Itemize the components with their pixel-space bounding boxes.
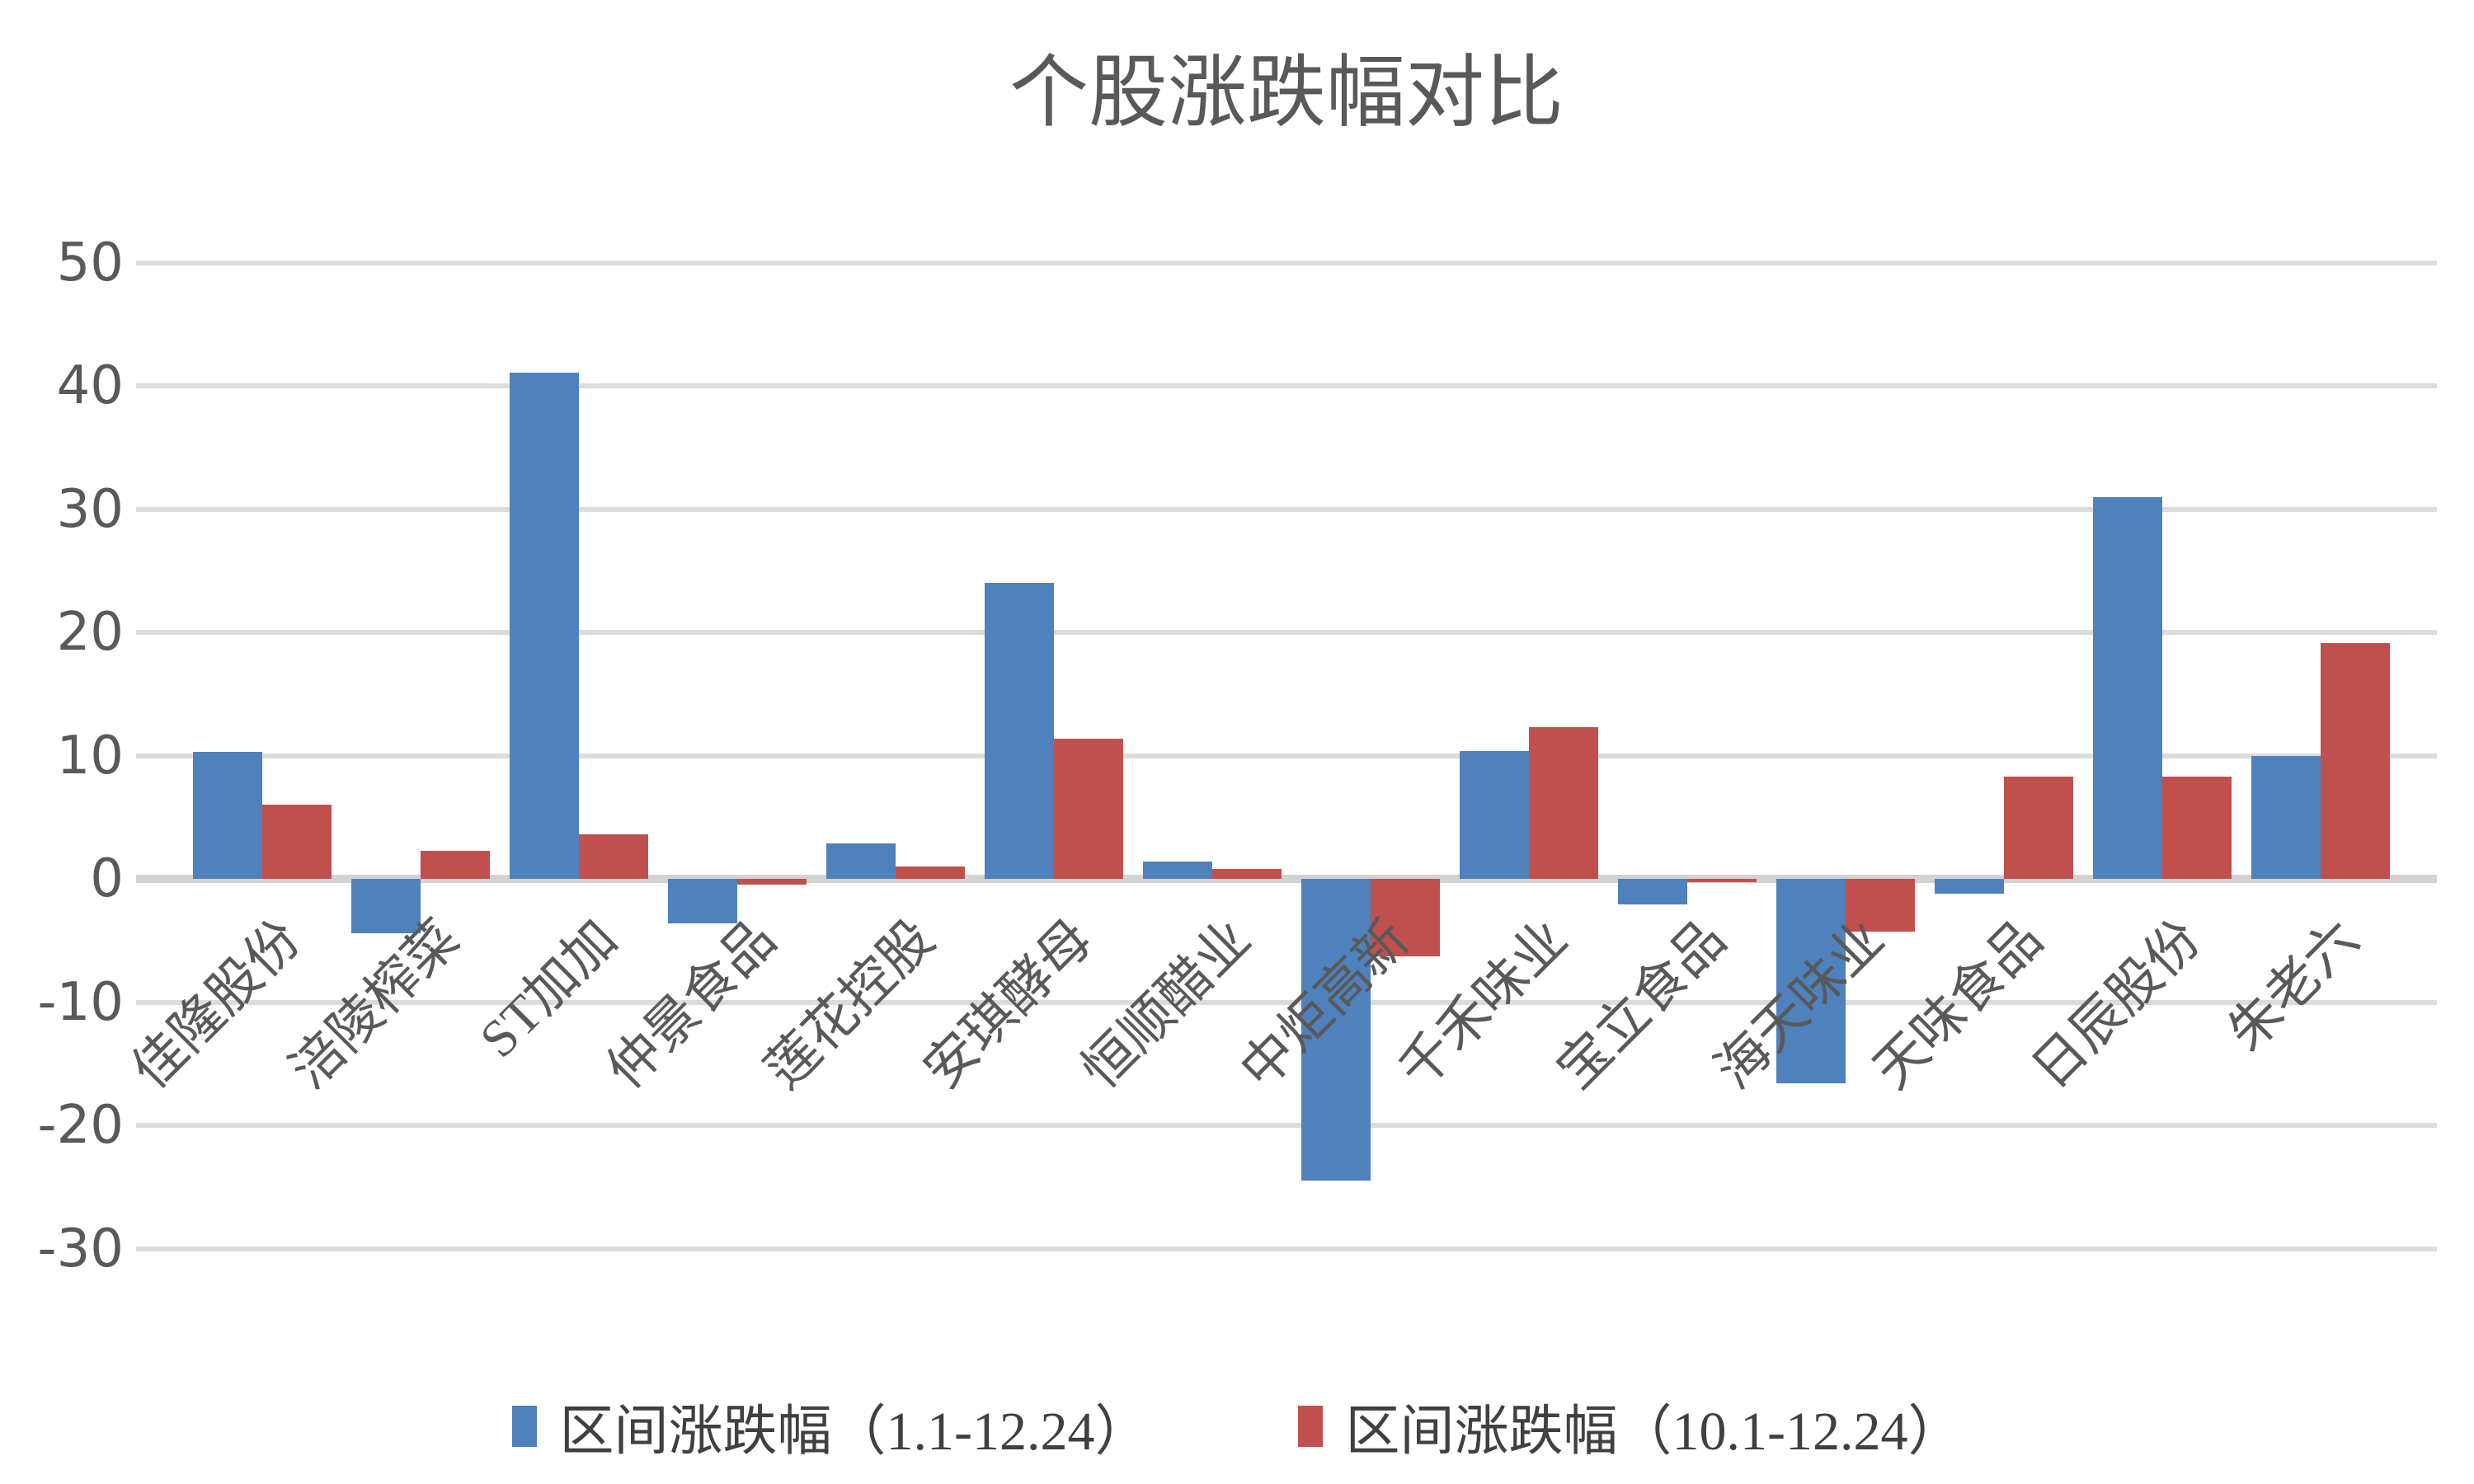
bar-series1-ST加加 [510,372,579,879]
y-axis-tick-label--30: -30 [37,1218,124,1280]
gridline-y-10 [136,753,2437,758]
y-axis-tick-label-50: 50 [56,232,124,294]
y-axis-tick-label-30: 30 [56,478,124,540]
gridline-y-40 [136,383,2437,388]
gridline-y--10 [136,999,2437,1005]
legend-label-series1: 区间涨跌幅（1.1-12.24） [559,1402,1150,1462]
bar-series1-仲景食品 [668,879,737,923]
gridline-y-30 [136,506,2437,512]
legend-item-series1: 区间涨跌幅（1.1-12.24） [511,1387,1150,1466]
bar-series2-日辰股份 [2162,776,2232,879]
bar-series1-佳隆股份 [193,752,262,879]
y-axis-tick-label--10: -10 [37,971,124,1033]
bar-series1-恒顺醋业 [1143,862,1212,879]
bar-series2-恒顺醋业 [1212,869,1282,879]
chart-title: 个股涨跌幅对比 [1009,49,1564,137]
bar-series2-ST加加 [579,834,648,879]
legend-item-series2: 区间涨跌幅（10.1-12.24） [1297,1387,1963,1466]
bar-series2-海天味业 [1846,879,1915,932]
series2-swatch-icon [1297,1406,1323,1447]
gridline-y-50 [136,260,2437,265]
bar-series2-涪陵榨菜 [421,850,490,879]
bar-series1-朱老六 [2251,755,2321,879]
bar-series1-千禾味业 [1460,750,1529,879]
zero-axis-line [136,875,2437,883]
bar-series2-朱老六 [2321,643,2390,879]
bar-series1-莲花控股 [826,843,896,879]
bar-series1-安琪酵母 [985,583,1054,879]
bar-series2-仲景食品 [737,879,807,885]
y-axis-tick-label-10: 10 [56,725,124,787]
legend-label-series2: 区间涨跌幅（10.1-12.24） [1345,1402,1963,1462]
bar-series1-天味食品 [1935,879,2004,894]
bar-series2-中炬高新 [1371,879,1440,957]
gridline-y--30 [136,1246,2437,1252]
y-axis-tick-label-0: 0 [90,848,124,909]
bar-series2-宝立食品 [1687,879,1757,883]
bar-series1-涪陵榨菜 [351,879,421,933]
gridline-y--20 [136,1123,2437,1128]
y-axis-tick-label--20: -20 [37,1095,124,1156]
bar-series2-莲花控股 [896,866,965,879]
gridline-y-20 [136,630,2437,635]
bar-series2-天味食品 [2004,776,2073,879]
legend: 区间涨跌幅（1.1-12.24） 区间涨跌幅（10.1-12.24） [0,1387,2474,1466]
bar-series1-日辰股份 [2093,496,2162,879]
y-axis-tick-label-40: 40 [56,355,124,416]
bar-series1-中炬高新 [1301,879,1371,1181]
bar-series2-安琪酵母 [1054,738,1123,879]
y-axis-tick-label-20: 20 [56,602,124,663]
bar-series2-佳隆股份 [262,805,332,879]
bar-series1-宝立食品 [1618,879,1687,905]
series1-swatch-icon [511,1406,537,1447]
bar-series1-海天味业 [1776,879,1846,1084]
bar-series2-千禾味业 [1529,727,1598,879]
